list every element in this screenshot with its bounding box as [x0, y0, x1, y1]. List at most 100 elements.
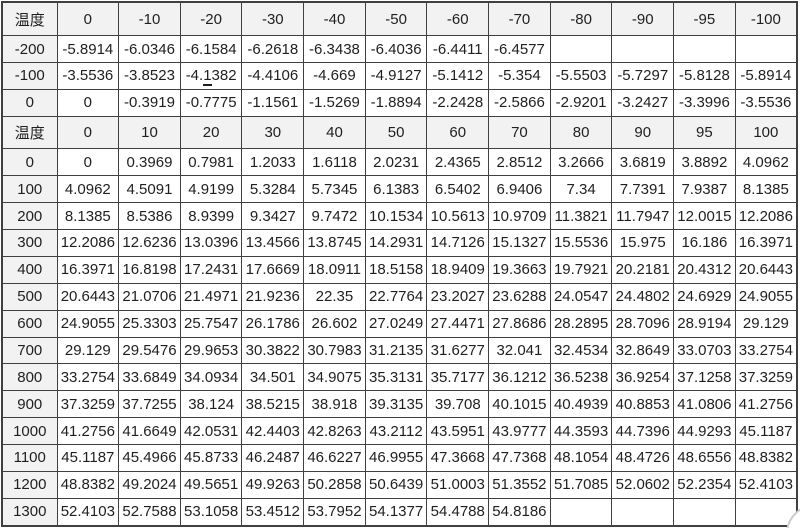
value-cell: 34.9075 — [303, 363, 366, 392]
value-cell: 54.8186 — [488, 497, 551, 527]
value-cell: 20.4312 — [673, 255, 736, 284]
value-cell: 25.3303 — [118, 309, 181, 338]
value-cell: 32.4534 — [549, 336, 613, 365]
col-header-cell: 100 — [734, 115, 798, 150]
value-cell: 17.2431 — [179, 255, 243, 284]
value-cell: -6.1584 — [179, 35, 243, 63]
value-cell: 30.3822 — [241, 336, 305, 365]
value-cell: 51.3552 — [488, 470, 551, 499]
value-cell: 18.0911 — [303, 255, 366, 284]
value-cell: 28.9194 — [673, 309, 736, 338]
value-cell: 43.5951 — [426, 417, 490, 445]
value-cell: -6.0346 — [118, 35, 181, 63]
row-header-cell: 200 — [1, 202, 58, 231]
value-cell: 27.0249 — [364, 309, 428, 338]
value-cell: 37.3259 — [56, 390, 120, 419]
value-cell: 34.0934 — [179, 363, 243, 392]
value-cell: 54.1377 — [364, 497, 428, 527]
value-cell: 53.1058 — [179, 497, 243, 527]
value-cell: 15.5536 — [549, 229, 613, 257]
value-cell: -1.8894 — [364, 88, 428, 117]
value-cell: 45.4966 — [118, 443, 181, 472]
value-cell: 17.6669 — [241, 255, 305, 284]
value-cell: 4.0962 — [56, 175, 120, 204]
row-header-cell: 300 — [1, 229, 58, 257]
value-cell: 0.7981 — [179, 148, 243, 177]
value-cell: 22.7764 — [364, 282, 428, 311]
value-cell: 20.6443 — [734, 255, 798, 284]
value-cell: 16.186 — [673, 229, 736, 257]
row-header-cell: 400 — [1, 255, 58, 284]
col-header-cell: -10 — [118, 1, 181, 37]
value-cell: 40.1015 — [488, 390, 551, 419]
value-cell — [734, 35, 798, 63]
table-row: 200 8.1385 8.5386 8.9399 9.3427 9.7472 10.1534… — [1, 202, 798, 231]
value-cell: 52.2354 — [673, 470, 736, 499]
value-cell: 11.3821 — [549, 202, 613, 231]
value-cell: 32.8649 — [611, 336, 675, 365]
value-cell: 27.4471 — [426, 309, 490, 338]
value-cell — [611, 35, 675, 63]
value-cell: 41.6649 — [118, 417, 181, 445]
value-cell: 50.2858 — [303, 470, 366, 499]
value-cell: 15.975 — [611, 229, 675, 257]
value-cell — [673, 497, 736, 527]
table-row: 700 29.129 29.5476 29.9653 30.3822 30.7983 31.… — [1, 336, 798, 365]
value-cell: 13.4566 — [241, 229, 305, 257]
value-cell: 29.129 — [734, 309, 798, 338]
value-cell: 35.3131 — [364, 363, 428, 392]
value-cell: 14.7126 — [426, 229, 490, 257]
table-row: 500 20.6443 21.0706 21.4971 21.9236 22.35 22.7… — [1, 282, 798, 311]
value-cell: 52.0602 — [611, 470, 675, 499]
table-row: 400 16.3971 16.8198 17.2431 17.6669 18.0911 18… — [1, 255, 798, 284]
value-cell: -3.8523 — [118, 61, 181, 90]
value-cell: -4.9127 — [364, 61, 428, 90]
value-cell: -5.8914 — [56, 35, 120, 63]
value-cell: 19.7921 — [549, 255, 613, 284]
value-cell: -1.1561 — [241, 88, 305, 117]
value-cell: 29.9653 — [179, 336, 243, 365]
col-header-cell: 0 — [56, 1, 120, 37]
value-cell: 14.2931 — [364, 229, 428, 257]
value-cell: 28.7096 — [611, 309, 675, 338]
col-header-cell: -100 — [734, 1, 798, 37]
table-row: 900 37.3259 37.7255 38.124 38.5215 38.918 39.3… — [1, 390, 798, 419]
value-cell: 3.6819 — [611, 148, 675, 177]
col-header-cell: -60 — [426, 1, 490, 37]
value-cell: 0 — [56, 148, 120, 177]
col-header-cell: -20 — [179, 1, 243, 37]
value-cell — [549, 35, 613, 63]
value-cell: 48.8382 — [734, 443, 798, 472]
value-cell: 8.9399 — [179, 202, 243, 231]
value-cell: 26.602 — [303, 309, 366, 338]
value-cell: 49.2024 — [118, 470, 181, 499]
value-cell: 41.0806 — [673, 390, 736, 419]
value-cell: -6.3438 — [303, 35, 366, 63]
value-cell: 51.0003 — [426, 470, 490, 499]
value-cell: 1.2033 — [241, 148, 305, 177]
value-cell: 16.3971 — [56, 255, 120, 284]
value-cell: 51.7085 — [549, 470, 613, 499]
value-cell: 43.2112 — [364, 417, 428, 445]
value-cell: 24.0547 — [549, 282, 613, 311]
value-cell: 46.2487 — [241, 443, 305, 472]
value-cell: 19.3663 — [488, 255, 551, 284]
value-cell: 53.7952 — [303, 497, 366, 527]
value-cell: 12.6236 — [118, 229, 181, 257]
col-header-cell: 90 — [611, 115, 675, 150]
table-row: 1000 41.2756 41.6649 42.0531 42.4403 42.8263 4… — [1, 417, 798, 445]
row-header-cell: -200 — [1, 35, 58, 63]
value-cell: 28.2895 — [549, 309, 613, 338]
col-header-cell: -70 — [488, 1, 551, 37]
value-cell: 33.2754 — [734, 336, 798, 365]
value-cell: 49.5651 — [179, 470, 243, 499]
col-header-cell: 40 — [303, 115, 366, 150]
value-cell: -3.5536 — [734, 88, 798, 117]
value-cell: 40.8853 — [611, 390, 675, 419]
value-cell: 5.7345 — [303, 175, 366, 204]
value-cell: 26.1786 — [241, 309, 305, 338]
value-cell: 12.2086 — [56, 229, 120, 257]
value-cell: 4.9199 — [179, 175, 243, 204]
temp-header-cell: 温度 — [1, 115, 58, 150]
value-cell: 10.1534 — [364, 202, 428, 231]
